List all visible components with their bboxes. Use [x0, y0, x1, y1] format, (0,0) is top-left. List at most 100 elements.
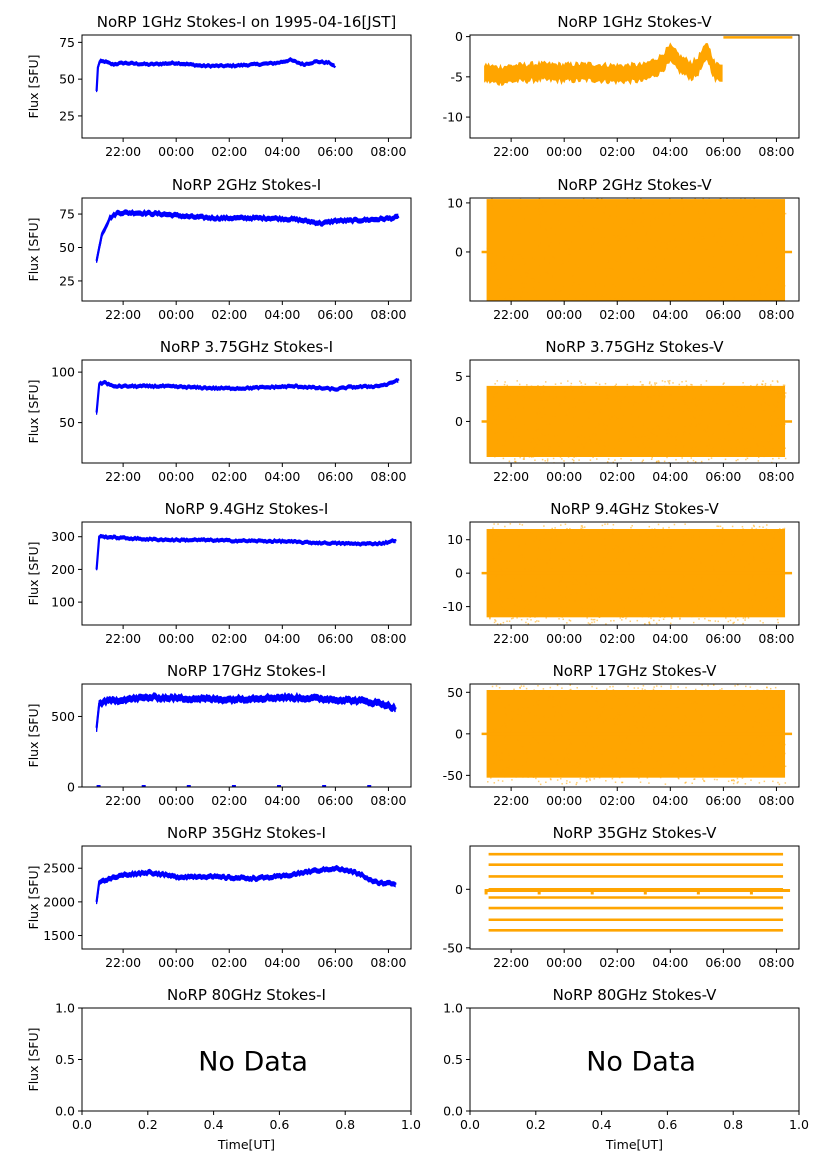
data-point: [649, 231, 652, 234]
data-point: [683, 535, 685, 538]
data-point: [597, 423, 600, 426]
data-point: [763, 430, 766, 432]
data-point: [737, 247, 740, 249]
data-point: [527, 206, 529, 208]
data-point: [631, 762, 634, 764]
data-point: [510, 430, 512, 432]
data-point: [586, 617, 588, 619]
data-point: [493, 754, 496, 757]
data-point: [605, 435, 608, 437]
data-point: [660, 392, 662, 395]
data-point: [585, 576, 588, 579]
data-point: [566, 766, 568, 769]
data-point: [547, 574, 549, 576]
data-point: [573, 577, 575, 580]
data-point: [644, 549, 646, 551]
data-point: [548, 560, 550, 563]
data-point: [546, 448, 549, 450]
data-point: [768, 274, 771, 277]
data-point: [653, 255, 656, 258]
data-point: [679, 617, 681, 620]
data-point: [513, 295, 516, 298]
data-point: [558, 618, 560, 620]
data-point: [640, 577, 642, 579]
data-point: [660, 692, 662, 695]
data-point: [622, 261, 625, 264]
data-point: [554, 413, 557, 416]
data-point: [627, 685, 629, 688]
data-point: [655, 622, 658, 625]
data-point: [523, 599, 526, 602]
data-point: [595, 283, 598, 285]
data-point: [732, 782, 735, 785]
data-point: [720, 603, 723, 605]
data-point: [489, 545, 492, 548]
data-point: [590, 594, 593, 596]
data-point: [675, 447, 677, 449]
data-point: [762, 740, 764, 742]
data-point: [566, 771, 569, 774]
data-point: [566, 622, 568, 624]
data-point: [675, 749, 678, 751]
data-point: [618, 714, 620, 717]
data-point: [694, 445, 697, 448]
data-point: [604, 403, 606, 406]
data-point: [739, 274, 741, 277]
data-point: [497, 401, 500, 403]
data-point: [640, 568, 643, 571]
data-point: [565, 548, 567, 550]
x-tick-label: 02:00: [211, 307, 247, 322]
data-point: [507, 405, 510, 407]
data-point: [621, 582, 624, 584]
x-tick-label: 00:00: [546, 793, 582, 808]
data-point: [507, 439, 509, 441]
data-point: [509, 296, 511, 299]
data-point: [700, 305, 702, 307]
data-point: [553, 758, 556, 760]
data-point: [508, 453, 511, 456]
data-point: [678, 777, 680, 780]
data-point: [687, 245, 690, 247]
data-point: [705, 200, 707, 202]
chart-i5: NoRP 17GHz Stokes-I22:00 00:00 02:00 04:00 0…: [26, 662, 412, 808]
data-point: [678, 719, 681, 722]
data-point: [742, 216, 744, 219]
data-point: [685, 686, 687, 689]
data-point: [617, 239, 619, 242]
data-point: [697, 211, 700, 214]
data-point: [572, 764, 575, 767]
data-point: [533, 277, 536, 279]
data-point: [685, 199, 687, 201]
data-point: [662, 299, 665, 301]
chart-v4: NoRP 9.4GHz Stokes-V22:00 00:00 02:00 04:00…: [443, 500, 800, 646]
data-point: [577, 221, 580, 223]
data-point: [518, 740, 521, 743]
data-point: [495, 613, 497, 615]
data-point: [738, 400, 740, 402]
x-tick-label: 00:00: [158, 955, 194, 970]
data-point: [720, 590, 722, 592]
data-point: [648, 525, 651, 528]
data-point: [770, 574, 773, 576]
data-point: [751, 269, 753, 271]
data-point: [601, 543, 603, 546]
data-point: [605, 696, 608, 699]
data-point: [552, 698, 554, 701]
data-point: [618, 736, 621, 738]
data-point: [591, 621, 593, 624]
data-point: [617, 418, 620, 421]
data-point: [619, 269, 621, 272]
y-tick-label: -50: [443, 940, 463, 955]
data-point: [695, 575, 697, 577]
data-point: [594, 605, 597, 607]
data-point: [781, 713, 784, 716]
data-point: [712, 745, 715, 748]
data-point: [605, 739, 607, 741]
data-point: [506, 417, 508, 419]
data-point: [772, 537, 774, 539]
data-point: [523, 685, 525, 687]
data-point: [563, 759, 566, 761]
data-point: [774, 267, 777, 270]
data-point: [612, 547, 615, 550]
data-point: [769, 450, 771, 452]
